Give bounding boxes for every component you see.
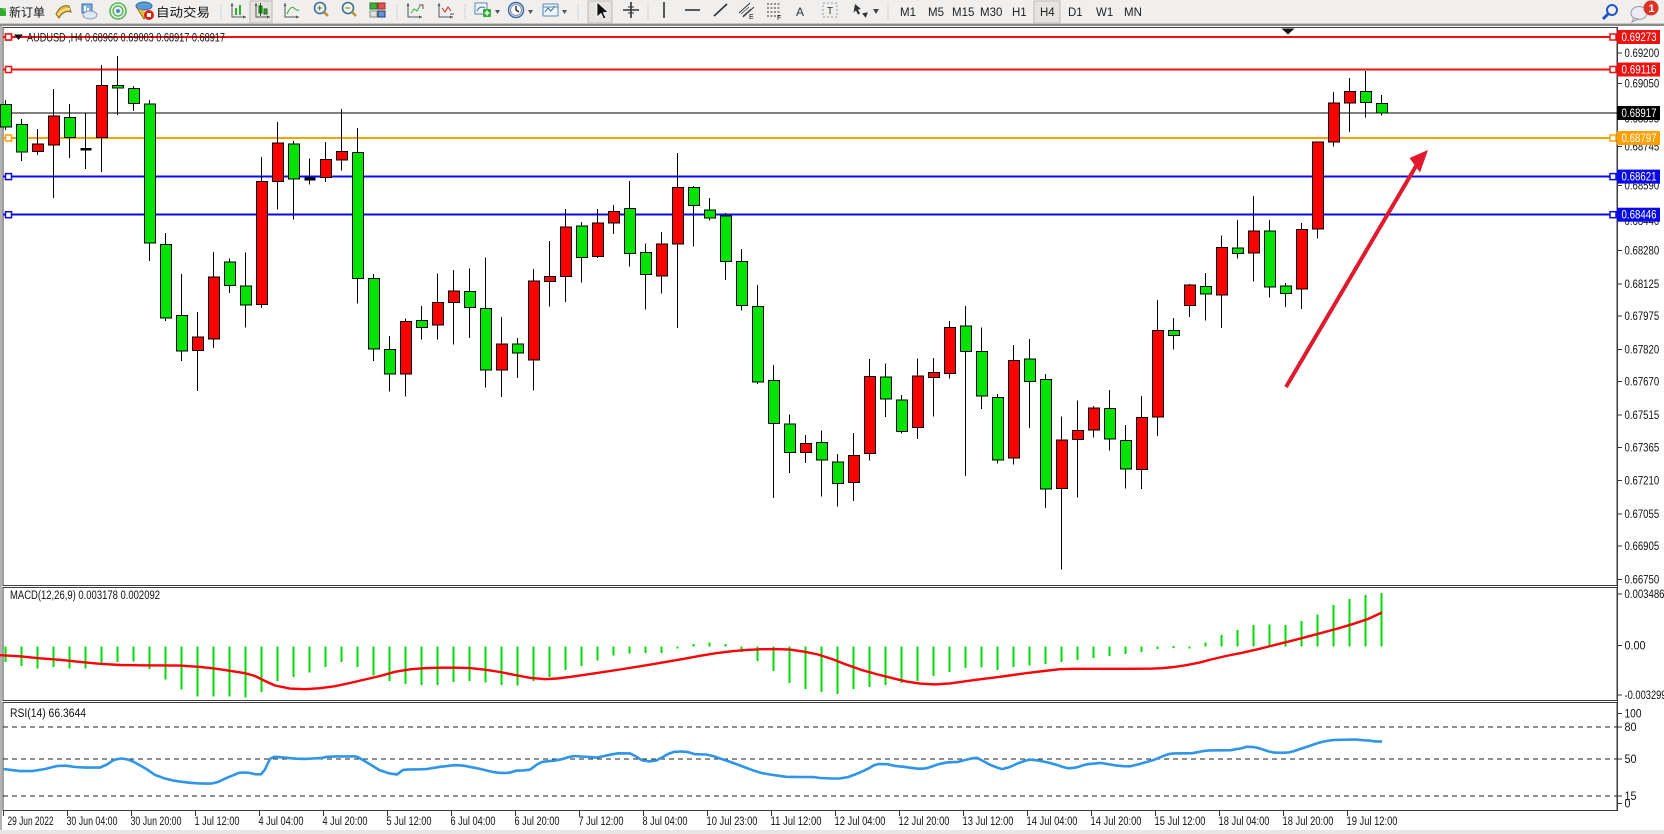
svg-text:0.67515: 0.67515 bbox=[1625, 410, 1660, 422]
svg-text:−: − bbox=[345, 3, 350, 13]
svg-text:0.69200: 0.69200 bbox=[1625, 48, 1660, 60]
svg-text:0: 0 bbox=[1625, 799, 1631, 811]
svg-text:自动交易: 自动交易 bbox=[156, 5, 210, 20]
svg-text:0.66905: 0.66905 bbox=[1625, 541, 1660, 553]
svg-text:4 Jul 04:00: 4 Jul 04:00 bbox=[259, 816, 304, 828]
svg-text:0.68621: 0.68621 bbox=[1622, 172, 1657, 184]
svg-text:0.69116: 0.69116 bbox=[1622, 65, 1657, 77]
svg-text:W1: W1 bbox=[1096, 7, 1113, 19]
svg-text:14 Jul 20:00: 14 Jul 20:00 bbox=[1091, 816, 1142, 828]
svg-text:0.67055: 0.67055 bbox=[1625, 509, 1660, 521]
svg-text:RSI(14) 66.3644: RSI(14) 66.3644 bbox=[10, 708, 87, 720]
svg-text:18 Jul 20:00: 18 Jul 20:00 bbox=[1283, 816, 1334, 828]
svg-text:A: A bbox=[796, 5, 804, 19]
svg-text:0.00: 0.00 bbox=[1625, 641, 1646, 653]
svg-text:0.68280: 0.68280 bbox=[1625, 246, 1660, 258]
svg-text:0.67365: 0.67365 bbox=[1625, 442, 1660, 454]
svg-text:12 Jul 04:00: 12 Jul 04:00 bbox=[835, 816, 886, 828]
svg-text:8 Jul 04:00: 8 Jul 04:00 bbox=[643, 816, 688, 828]
svg-text:0.69273: 0.69273 bbox=[1622, 32, 1657, 44]
svg-text:1 Jul 12:00: 1 Jul 12:00 bbox=[195, 816, 240, 828]
svg-text:M15: M15 bbox=[952, 7, 974, 19]
svg-text:M1: M1 bbox=[900, 7, 916, 19]
svg-text:新订单: 新订单 bbox=[9, 5, 45, 20]
svg-text:M5: M5 bbox=[928, 7, 944, 19]
svg-text:7 Jul 12:00: 7 Jul 12:00 bbox=[579, 816, 624, 828]
svg-text:13 Jul 12:00: 13 Jul 12:00 bbox=[963, 816, 1014, 828]
svg-text:19 Jul 12:00: 19 Jul 12:00 bbox=[1347, 816, 1398, 828]
svg-text:H1: H1 bbox=[1012, 7, 1027, 19]
svg-text:100: 100 bbox=[1625, 709, 1642, 721]
svg-text:11 Jul 12:00: 11 Jul 12:00 bbox=[771, 816, 822, 828]
svg-text:MACD(12,26,9) 0.003178 0.00209: MACD(12,26,9) 0.003178 0.002092 bbox=[10, 590, 160, 602]
svg-text:6 Jul 20:00: 6 Jul 20:00 bbox=[515, 816, 560, 828]
svg-text:E: E bbox=[749, 14, 754, 21]
svg-text:15: 15 bbox=[1625, 791, 1637, 803]
svg-text:15 Jul 12:00: 15 Jul 12:00 bbox=[1155, 816, 1206, 828]
svg-text:5 Jul 12:00: 5 Jul 12:00 bbox=[387, 816, 432, 828]
svg-text:14 Jul 04:00: 14 Jul 04:00 bbox=[1027, 816, 1078, 828]
svg-text:6 Jul 04:00: 6 Jul 04:00 bbox=[451, 816, 496, 828]
svg-text:50: 50 bbox=[1625, 754, 1637, 766]
svg-text:0.68797: 0.68797 bbox=[1622, 133, 1657, 145]
svg-text:29 Jun 2022: 29 Jun 2022 bbox=[8, 816, 54, 828]
svg-text:0.67975: 0.67975 bbox=[1625, 311, 1660, 323]
svg-text:0.67670: 0.67670 bbox=[1625, 377, 1660, 389]
svg-text:0.66750: 0.66750 bbox=[1625, 575, 1660, 587]
svg-text:AUDUSD ,H4 0.68966 0.69003 0.: AUDUSD ,H4 0.68966 0.69003 0.68917 0.689… bbox=[27, 33, 225, 45]
svg-text:10 Jul 23:00: 10 Jul 23:00 bbox=[707, 816, 758, 828]
svg-text:H4: H4 bbox=[1040, 7, 1055, 19]
svg-text:0.67210: 0.67210 bbox=[1625, 476, 1660, 488]
svg-text:D1: D1 bbox=[1068, 7, 1083, 19]
svg-text:30 Jun 20:00: 30 Jun 20:00 bbox=[131, 816, 182, 828]
svg-text:0.68917: 0.68917 bbox=[1622, 108, 1657, 120]
svg-text:30 Jun 04:00: 30 Jun 04:00 bbox=[67, 816, 118, 828]
svg-text:0.68125: 0.68125 bbox=[1625, 279, 1660, 291]
svg-text:M30: M30 bbox=[980, 7, 1002, 19]
svg-text:T: T bbox=[827, 6, 833, 17]
svg-text:MN: MN bbox=[1124, 7, 1142, 19]
svg-text:12 Jul 20:00: 12 Jul 20:00 bbox=[899, 816, 950, 828]
svg-text:80: 80 bbox=[1625, 722, 1637, 734]
svg-text:18 Jul 04:00: 18 Jul 04:00 bbox=[1219, 816, 1270, 828]
svg-text:4 Jul 20:00: 4 Jul 20:00 bbox=[323, 816, 368, 828]
svg-text:0.003486: 0.003486 bbox=[1625, 589, 1664, 601]
svg-text:0.68446: 0.68446 bbox=[1622, 210, 1657, 222]
svg-text:0.69050: 0.69050 bbox=[1625, 79, 1660, 91]
svg-text:1: 1 bbox=[1649, 3, 1655, 15]
svg-text:+: + bbox=[317, 3, 322, 13]
svg-text:F: F bbox=[777, 15, 781, 22]
svg-text:0.67820: 0.67820 bbox=[1625, 345, 1660, 357]
svg-text:-0.003299: -0.003299 bbox=[1625, 690, 1664, 702]
